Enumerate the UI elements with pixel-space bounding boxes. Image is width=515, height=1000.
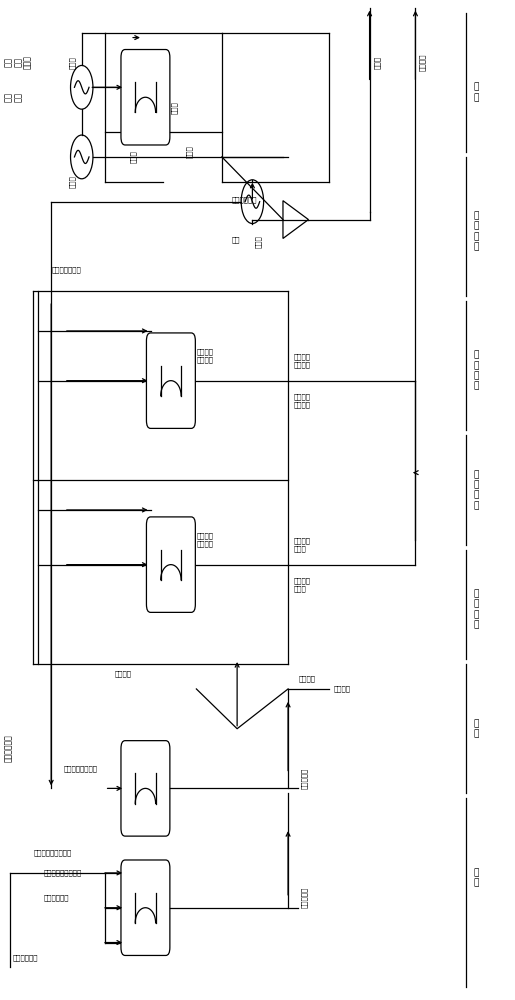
Text: 液流: 液流	[232, 236, 241, 243]
FancyBboxPatch shape	[146, 333, 195, 428]
Text: 水解分层: 水解分层	[115, 671, 132, 677]
Text: 碱或其水溶液: 碱或其水溶液	[5, 735, 13, 762]
FancyBboxPatch shape	[146, 517, 195, 612]
Text: 冷凝: 冷凝	[13, 92, 23, 102]
FancyBboxPatch shape	[121, 860, 170, 955]
Text: 水解类水罐由提水: 水解类水罐由提水	[64, 765, 98, 772]
Text: 轻
度
中
和: 轻 度 中 和	[474, 351, 479, 391]
Text: 轻度中和
反应液体: 轻度中和 反应液体	[293, 354, 310, 368]
Text: 水
解
分
层: 水 解 分 层	[474, 589, 479, 629]
Text: 固液导流回收液: 固液导流回收液	[51, 266, 81, 273]
Text: 丙酮类物质、丙烯膜: 丙酮类物质、丙烯膜	[33, 850, 72, 856]
Text: 蒸发水: 蒸发水	[69, 175, 76, 188]
Text: 碱或其水溶液: 碱或其水溶液	[13, 954, 39, 961]
Text: 水
解: 水 解	[474, 719, 479, 738]
FancyBboxPatch shape	[121, 741, 170, 836]
Text: 冷凝: 冷凝	[13, 57, 23, 67]
Text: 冷却后: 冷却后	[255, 235, 262, 248]
Text: 反应混合物: 反应混合物	[301, 887, 307, 908]
Text: 轻度中和
反应液体: 轻度中和 反应液体	[293, 393, 310, 408]
Text: 冷却后: 冷却后	[186, 146, 193, 158]
Text: 蒸水: 蒸水	[5, 57, 13, 67]
Text: 丙酮类物质、丙烯膜: 丙酮类物质、丙烯膜	[44, 870, 82, 876]
FancyBboxPatch shape	[121, 50, 170, 145]
Text: 固
液
分
离: 固 液 分 离	[474, 211, 479, 252]
Text: 重
度
中
和: 重 度 中 和	[474, 470, 479, 510]
Text: 汽相水: 汽相水	[69, 56, 76, 69]
Text: 固体盐: 固体盐	[374, 56, 380, 69]
Text: 重度中和
反应液: 重度中和 反应液	[293, 577, 310, 592]
Text: 水解重相: 水解重相	[334, 686, 351, 692]
Text: 重度中和
反应液: 重度中和 反应液	[293, 538, 310, 552]
Text: 轻度中和
反应物料: 轻度中和 反应物料	[196, 349, 213, 363]
Text: 中和产物: 中和产物	[420, 54, 426, 71]
Text: 水解重相: 水解重相	[298, 676, 315, 682]
Text: 固液导流装置: 固液导流装置	[232, 196, 258, 203]
Text: 蒸水后: 蒸水后	[171, 101, 178, 114]
Text: 重度中和
反应物料: 重度中和 反应物料	[196, 533, 213, 547]
Text: 冷
却: 冷 却	[474, 83, 479, 102]
Text: 盐溶液: 盐溶液	[130, 151, 137, 163]
Text: 盐沙罐: 盐沙罐	[23, 56, 32, 69]
Text: 水解混合物: 水解混合物	[301, 768, 307, 789]
Text: 蒸水: 蒸水	[5, 92, 13, 102]
Text: 反应用质子酸: 反应用质子酸	[44, 894, 69, 901]
Text: 反
应: 反 应	[474, 868, 479, 888]
